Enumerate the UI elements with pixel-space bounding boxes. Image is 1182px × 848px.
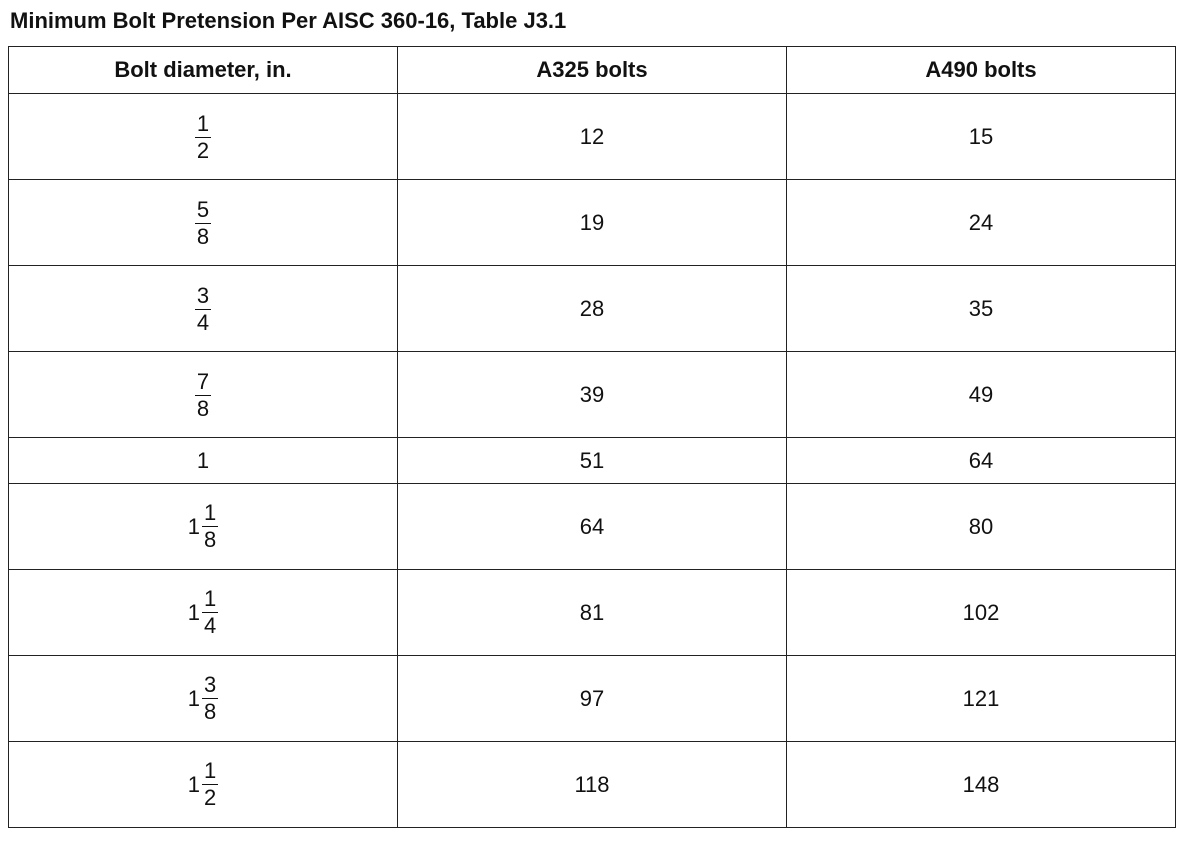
table-row: 112118148	[9, 742, 1176, 828]
diameter-whole: 1	[188, 688, 200, 710]
table-row: 1 5164	[9, 438, 1176, 484]
diameter-fraction: 14	[202, 588, 218, 637]
pretension-table: Bolt diameter, in. A325 bolts A490 bolts…	[8, 46, 1176, 828]
table-row: 783949	[9, 352, 1176, 438]
cell-a325: 118	[398, 742, 787, 828]
cell-diameter: 114	[9, 570, 398, 656]
cell-a325: 51	[398, 438, 787, 484]
diameter-whole: 1	[188, 602, 200, 624]
cell-diameter: 118	[9, 484, 398, 570]
fraction-denominator: 8	[202, 701, 218, 723]
table-row: 581924	[9, 180, 1176, 266]
diameter-fraction: 18	[202, 502, 218, 551]
fraction-numerator: 3	[202, 674, 218, 696]
cell-diameter: 1	[9, 438, 398, 484]
cell-a325: 39	[398, 352, 787, 438]
diameter-whole: 1	[188, 774, 200, 796]
cell-a325: 12	[398, 94, 787, 180]
fraction-numerator: 3	[195, 285, 211, 307]
table-row: 13897121	[9, 656, 1176, 742]
col-header-a325: A325 bolts	[398, 47, 787, 94]
cell-a490: 49	[787, 352, 1176, 438]
fraction-numerator: 1	[202, 588, 218, 610]
cell-a490: 35	[787, 266, 1176, 352]
diameter-fraction: 78	[195, 371, 211, 420]
diameter-fraction: 34	[195, 285, 211, 334]
cell-a325: 97	[398, 656, 787, 742]
cell-a325: 81	[398, 570, 787, 656]
cell-diameter: 34	[9, 266, 398, 352]
diameter-fraction: 58	[195, 199, 211, 248]
table-row: 121215	[9, 94, 1176, 180]
cell-diameter: 112	[9, 742, 398, 828]
cell-a490: 24	[787, 180, 1176, 266]
diameter-whole: 1	[188, 516, 200, 538]
cell-a490: 64	[787, 438, 1176, 484]
fraction-numerator: 7	[195, 371, 211, 393]
cell-a325: 64	[398, 484, 787, 570]
page-title: Minimum Bolt Pretension Per AISC 360-16,…	[10, 8, 1174, 34]
table-header-row: Bolt diameter, in. A325 bolts A490 bolts	[9, 47, 1176, 94]
fraction-denominator: 8	[195, 398, 211, 420]
fraction-denominator: 4	[202, 615, 218, 637]
cell-a490: 148	[787, 742, 1176, 828]
cell-a490: 80	[787, 484, 1176, 570]
col-header-a490: A490 bolts	[787, 47, 1176, 94]
cell-a325: 19	[398, 180, 787, 266]
diameter-fraction: 12	[202, 760, 218, 809]
col-header-diameter: Bolt diameter, in.	[9, 47, 398, 94]
diameter-fraction: 38	[202, 674, 218, 723]
fraction-numerator: 1	[202, 502, 218, 524]
diameter-value: 1	[197, 450, 209, 472]
fraction-denominator: 8	[195, 226, 211, 248]
fraction-denominator: 2	[195, 140, 211, 162]
fraction-numerator: 1	[202, 760, 218, 782]
table-row: 11481102	[9, 570, 1176, 656]
fraction-denominator: 2	[202, 787, 218, 809]
fraction-numerator: 1	[195, 113, 211, 135]
cell-diameter: 78	[9, 352, 398, 438]
cell-diameter: 12	[9, 94, 398, 180]
cell-a490: 121	[787, 656, 1176, 742]
fraction-numerator: 5	[195, 199, 211, 221]
cell-a325: 28	[398, 266, 787, 352]
fraction-denominator: 8	[202, 529, 218, 551]
cell-diameter: 58	[9, 180, 398, 266]
cell-a490: 102	[787, 570, 1176, 656]
diameter-fraction: 12	[195, 113, 211, 162]
cell-a490: 15	[787, 94, 1176, 180]
cell-diameter: 138	[9, 656, 398, 742]
table-row: 1186480	[9, 484, 1176, 570]
fraction-denominator: 4	[195, 312, 211, 334]
table-row: 342835	[9, 266, 1176, 352]
